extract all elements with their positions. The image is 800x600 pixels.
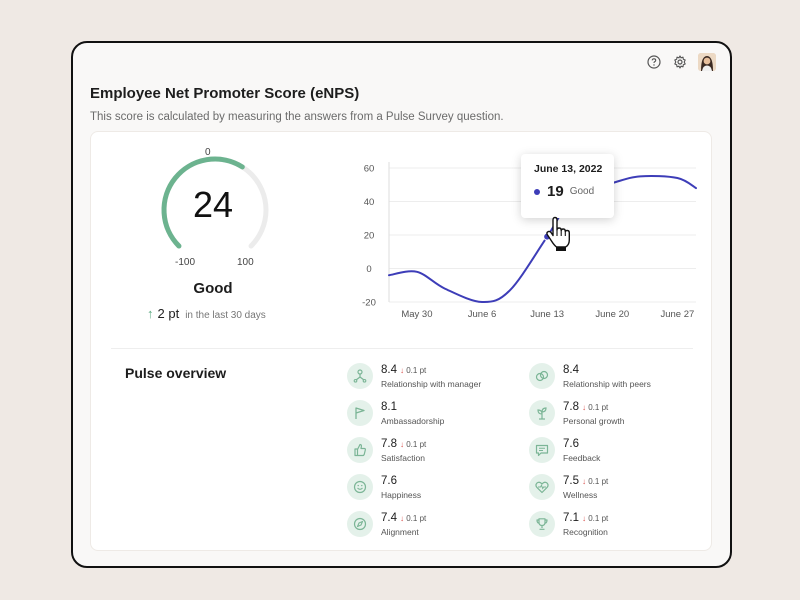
help-icon[interactable] xyxy=(646,54,662,70)
pointer-hand-icon xyxy=(546,216,570,251)
gauge-label-max: 100 xyxy=(237,257,254,268)
metric-value: 7.6 xyxy=(381,475,397,487)
app-window: Employee Net Promoter Score (eNPS) This … xyxy=(71,41,732,568)
x-tick-label: May 30 xyxy=(401,309,432,320)
flag-icon xyxy=(347,400,373,426)
metric-name: Personal growth xyxy=(563,416,625,426)
trend-up-icon: ↑ xyxy=(147,306,154,321)
metric-name: Recognition xyxy=(563,527,608,537)
x-tick-label: June 27 xyxy=(660,309,694,320)
down-arrow-icon: ↓ xyxy=(400,366,404,375)
x-tick-label: June 6 xyxy=(468,309,497,320)
plant-icon xyxy=(529,400,555,426)
enps-card: 0 24 -100 100 Good ↑ 2 pt in the last 30… xyxy=(90,131,712,551)
metric-value: 7.6 xyxy=(563,438,579,450)
chat-icon xyxy=(529,437,555,463)
metric-value: 7.8 xyxy=(381,438,397,450)
metric-personal-growth[interactable]: 7.8 ↓ 0.1 pt Personal growth xyxy=(529,400,709,428)
thumbs-up-icon xyxy=(347,437,373,463)
metric-name: Alignment xyxy=(381,527,419,537)
enps-score: 24 xyxy=(192,184,234,225)
enps-line-chart[interactable]: 60 40 20 0 -20 May 30 June 6 June 13 June 20 June… xyxy=(341,152,701,342)
settings-icon[interactable] xyxy=(672,54,688,70)
gauge-svg xyxy=(161,156,269,249)
metric-name: Relationship with manager xyxy=(381,379,482,389)
avatar[interactable] xyxy=(698,53,716,71)
metric-alignment[interactable]: 7.4 ↓ 0.1 pt Alignment xyxy=(347,511,527,539)
metric-ambassadorship[interactable]: 8.1 Ambassadorship xyxy=(347,400,527,428)
metric-relationship-manager[interactable]: 8.4 ↓ 0.1 pt Relationship with manager xyxy=(347,363,527,391)
metric-wellness[interactable]: 7.5 ↓ 0.1 pt Wellness xyxy=(529,474,709,502)
y-tick-label: 20 xyxy=(364,231,375,242)
metric-feedback[interactable]: 7.6 Feedback xyxy=(529,437,709,465)
y-tick-label: -20 xyxy=(362,298,376,309)
x-tick-label: June 20 xyxy=(595,309,629,320)
down-arrow-icon: ↓ xyxy=(400,514,404,523)
metric-value: 7.1 xyxy=(563,512,579,524)
peers-icon xyxy=(529,363,555,389)
gauge-label-min: -100 xyxy=(175,257,196,268)
down-arrow-icon: ↓ xyxy=(582,403,586,412)
metric-delta: 0.1 pt xyxy=(406,514,427,523)
metric-name: Wellness xyxy=(563,490,598,500)
y-tick-label: 40 xyxy=(364,197,375,208)
metric-delta: 0.1 pt xyxy=(588,477,609,486)
metric-name: Relationship with peers xyxy=(563,379,651,389)
chart-tooltip: June 13, 2022 19 Good xyxy=(521,154,614,218)
metric-name: Satisfaction xyxy=(381,453,425,463)
gauge-label-zero: 0 xyxy=(205,147,211,158)
metric-name: Happiness xyxy=(381,490,422,500)
metric-relationship-peers[interactable]: 8.4 Relationship with peers xyxy=(529,363,709,391)
metric-delta: 0.1 pt xyxy=(588,514,609,523)
top-bar xyxy=(646,53,716,71)
pulse-overview-title: Pulse overview xyxy=(125,365,227,381)
trophy-icon xyxy=(529,511,555,537)
metric-delta: 0.1 pt xyxy=(406,440,427,449)
compass-icon xyxy=(347,511,373,537)
metric-happiness[interactable]: 7.6 Happiness xyxy=(347,474,527,502)
page-title: Employee Net Promoter Score (eNPS) xyxy=(90,85,360,102)
enps-trend: ↑ 2 pt in the last 30 days xyxy=(147,306,266,321)
down-arrow-icon: ↓ xyxy=(582,477,586,486)
metric-value: 8.4 xyxy=(381,364,397,376)
x-tick-label: June 13 xyxy=(530,309,564,320)
metric-name: Ambassadorship xyxy=(381,416,445,426)
metric-value: 7.4 xyxy=(381,512,397,524)
metric-recognition[interactable]: 7.1 ↓ 0.1 pt Recognition xyxy=(529,511,709,539)
tooltip-date: June 13, 2022 xyxy=(534,163,603,175)
metric-delta: 0.1 pt xyxy=(588,403,609,412)
tooltip-label: Good xyxy=(569,186,595,197)
page-subtitle: This score is calculated by measuring th… xyxy=(90,111,504,123)
metric-name: Feedback xyxy=(563,453,601,463)
tooltip-series-dot xyxy=(534,188,540,195)
down-arrow-icon: ↓ xyxy=(400,440,404,449)
section-divider xyxy=(111,348,693,349)
metric-value: 8.4 xyxy=(563,364,579,376)
gauge-fill xyxy=(161,156,245,249)
trend-value: 2 pt xyxy=(157,306,180,321)
enps-rating: Good xyxy=(193,280,233,297)
y-tick-label: 0 xyxy=(366,264,371,275)
metric-value: 8.1 xyxy=(381,401,397,413)
tooltip-value: 19 xyxy=(547,183,564,200)
trend-period: in the last 30 days xyxy=(185,310,266,321)
smile-icon xyxy=(347,474,373,500)
metric-delta: 0.1 pt xyxy=(406,366,427,375)
metric-value: 7.5 xyxy=(563,475,579,487)
down-arrow-icon: ↓ xyxy=(582,514,586,523)
metric-satisfaction[interactable]: 7.8 ↓ 0.1 pt Satisfaction xyxy=(347,437,527,465)
y-tick-label: 60 xyxy=(364,164,375,175)
person-network-icon xyxy=(347,363,373,389)
enps-gauge: 0 24 -100 100 Good ↑ 2 pt in the last 30… xyxy=(91,132,331,342)
metric-value: 7.8 xyxy=(563,401,579,413)
heart-pulse-icon xyxy=(529,474,555,500)
